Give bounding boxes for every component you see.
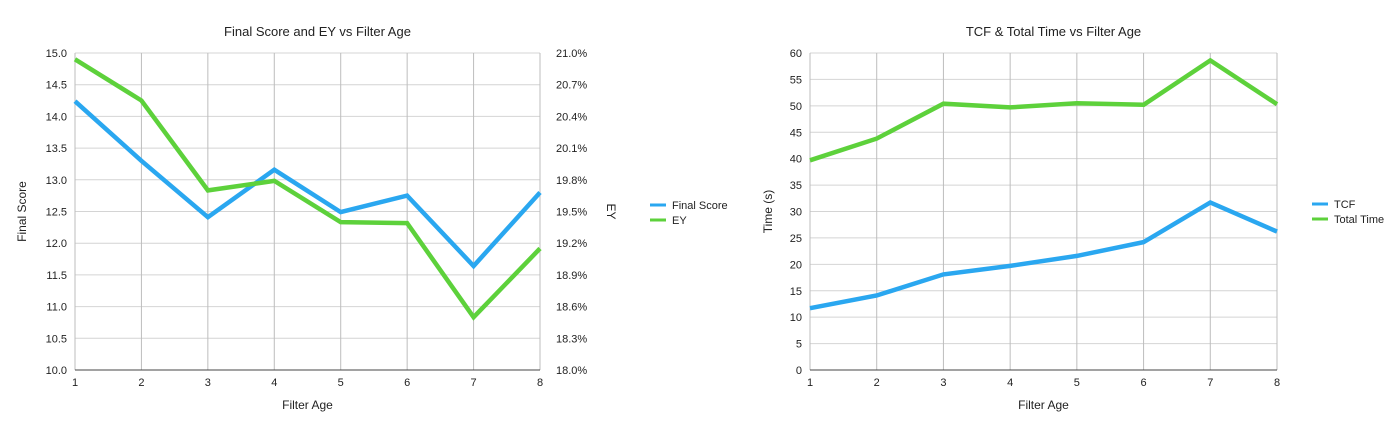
y2-tick-label: 18.0% (556, 365, 587, 377)
y-axis-label: Final Score (15, 181, 29, 242)
y-tick-label: 14.0 (46, 111, 67, 123)
y2-tick-label: 18.9% (556, 270, 587, 282)
y-tick-label: 11.0 (46, 302, 67, 314)
legend-label: EY (672, 215, 687, 227)
y-tick-label: 50 (790, 101, 802, 113)
x-tick-label: 8 (1274, 377, 1280, 389)
y2-tick-label: 21.0% (556, 48, 587, 60)
y-tick-label: 25 (790, 233, 802, 245)
y2-tick-label: 18.6% (556, 302, 587, 314)
x-tick-label: 6 (1141, 377, 1147, 389)
y-tick-label: 15 (790, 286, 802, 298)
y-tick-label: 30 (790, 207, 802, 219)
x-tick-label: 5 (1074, 377, 1080, 389)
chart-1: Final Score and EY vs Filter Age 1 2 3 4 5 6 7 8… (15, 24, 728, 412)
y2-tick-label: 19.8% (556, 175, 587, 187)
y-tick-label: 15.0 (46, 48, 67, 60)
legend-label: Final Score (672, 200, 728, 212)
series-line-ey (73, 57, 542, 321)
legend-label: Total Time (1334, 214, 1384, 226)
x-axis-label: Filter Age (1018, 398, 1069, 412)
y-tick-label: 11.5 (46, 270, 67, 282)
y-tick-label: 40 (790, 154, 802, 166)
y-tick-label: 5 (796, 339, 802, 351)
x-tick-label: 7 (471, 377, 477, 389)
y2-axis-label: EY (604, 203, 618, 219)
series-line-tcf (809, 199, 1278, 311)
x-tick-label: 4 (271, 377, 277, 389)
x-tick-label: 5 (338, 377, 344, 389)
y-tick-label: 45 (790, 127, 802, 139)
y2-tick-label: 20.7% (556, 80, 587, 92)
y-tick-label: 55 (790, 74, 802, 86)
x-tick-label: 3 (940, 377, 946, 389)
y-tick-label: 10 (790, 312, 802, 324)
y-tick-label: 13.0 (46, 175, 67, 187)
y-tick-label: 10.5 (46, 333, 67, 345)
series-line-final-score (73, 99, 542, 270)
x-tick-label: 1 (807, 377, 813, 389)
x-tick-label: 4 (1007, 377, 1013, 389)
series-line-total-time (809, 57, 1279, 163)
y2-tick-label: 19.5% (556, 207, 587, 219)
y2-tick-label: 20.4% (556, 111, 587, 123)
x-axis-label: Filter Age (282, 398, 333, 412)
y-tick-label: 12.5 (46, 207, 67, 219)
x-tick-label: 6 (404, 377, 410, 389)
y-tick-label: 20 (790, 259, 802, 271)
y-tick-label: 35 (790, 180, 802, 192)
y-tick-label: 13.5 (46, 143, 67, 155)
y-tick-label: 0 (796, 365, 802, 377)
y-tick-label: 10.0 (46, 365, 67, 377)
chart-title: TCF & Total Time vs Filter Age (966, 24, 1141, 39)
legend-label: TCF (1334, 199, 1356, 211)
x-tick-label: 2 (138, 377, 144, 389)
x-tick-label: 3 (205, 377, 211, 389)
y-axis-label: Time (s) (761, 190, 775, 234)
chart-title: Final Score and EY vs Filter Age (224, 24, 411, 39)
x-tick-label: 8 (537, 377, 543, 389)
x-tick-label: 1 (72, 377, 78, 389)
y-tick-label: 60 (790, 48, 802, 60)
y2-tick-label: 18.3% (556, 333, 587, 345)
y-tick-label: 14.5 (46, 80, 67, 92)
y-tick-label: 12.0 (46, 238, 67, 250)
y2-tick-label: 20.1% (556, 143, 587, 155)
x-tick-label: 7 (1207, 377, 1213, 389)
y2-tick-label: 19.2% (556, 238, 587, 250)
x-tick-label: 2 (874, 377, 880, 389)
